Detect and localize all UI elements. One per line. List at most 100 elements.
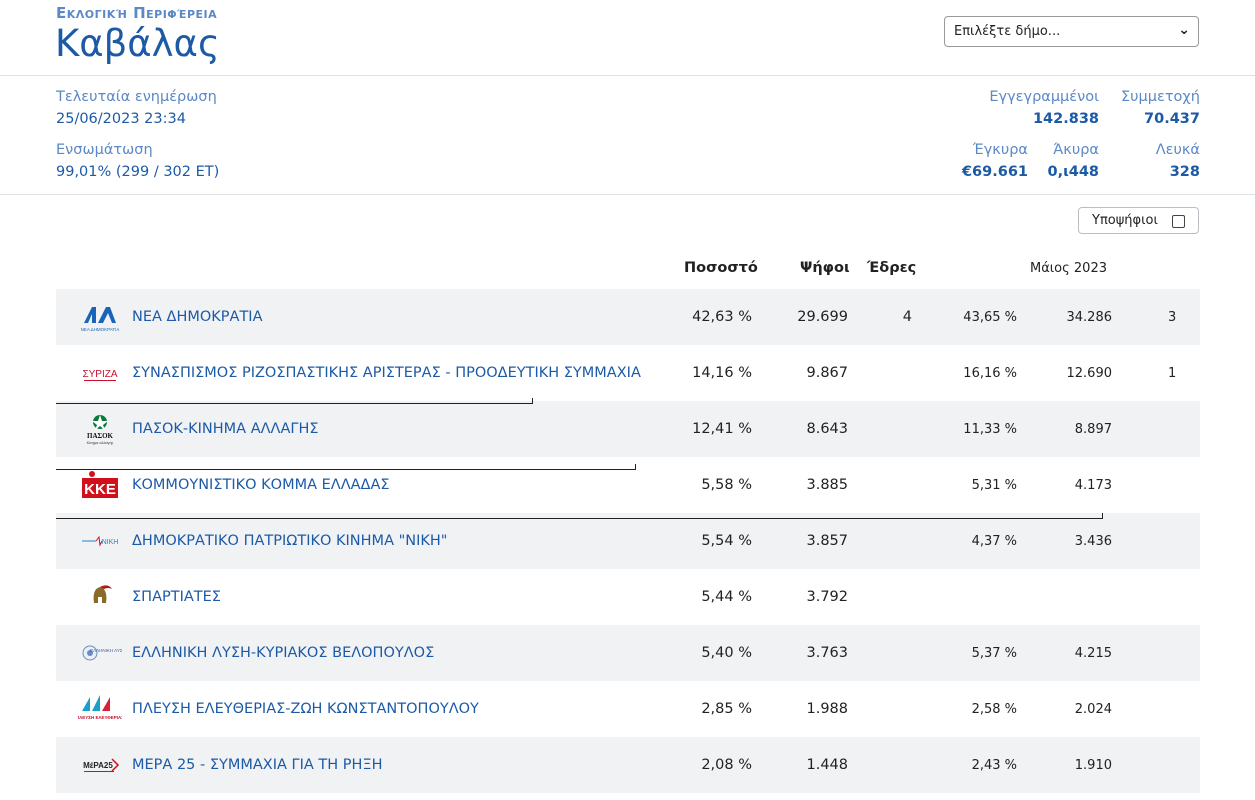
prev-percent-value: 11,33 % bbox=[963, 422, 1017, 437]
divider bbox=[0, 75, 1255, 76]
votes-value: 8.643 bbox=[806, 421, 848, 437]
votes-value: 3.857 bbox=[806, 533, 848, 549]
invalid-label: Άκυρα bbox=[1053, 142, 1099, 158]
divider bbox=[0, 194, 1255, 195]
svg-text:ΠΑΣΟΚ: ΠΑΣΟΚ bbox=[87, 432, 114, 440]
prev-votes-value: 3.436 bbox=[1074, 534, 1112, 549]
party-name-link[interactable]: ΝΕΑ ΔΗΜΟΚΡΑΤΙΑ bbox=[132, 309, 263, 325]
prev-votes-value: 4.173 bbox=[1074, 478, 1112, 493]
svg-text:Κίνημα αλλαγής: Κίνημα αλλαγής bbox=[87, 441, 114, 445]
niki-logo: ΝΙΚΗ bbox=[78, 525, 122, 557]
spartiates-logo bbox=[78, 581, 122, 613]
votes-value: 1.988 bbox=[806, 701, 848, 717]
table-row[interactable]: ΕΛΛΗΝΙΚΗ ΛΥΣΗ ΕΛΛΗΝΙΚΗ ΛΥΣΗ-ΚΥΡΙΑΚΟΣ ΒΕΛΟ… bbox=[56, 625, 1200, 681]
svg-text:ΠΛΕΥΣΗ ΕΛΕΥΘΕΡΙΑΣ: ΠΛΕΥΣΗ ΕΛΕΥΘΕΡΙΑΣ bbox=[78, 715, 122, 720]
prev-percent-value: 43,65 % bbox=[963, 310, 1017, 325]
votes-value: 3.885 bbox=[806, 477, 848, 493]
svg-text:ΚΚΕ: ΚΚΕ bbox=[84, 481, 116, 498]
prev-votes-value: 8.897 bbox=[1074, 422, 1112, 437]
turnout-label: Συμμετοχή bbox=[1120, 89, 1200, 105]
prev-percent-value: 2,58 % bbox=[971, 702, 1017, 717]
votes-value: 9.867 bbox=[806, 365, 848, 381]
valid-label: Έγκυρα bbox=[972, 142, 1028, 158]
registered-value: 142.838 bbox=[1032, 111, 1099, 127]
table-row[interactable]: ΝΙΚΗ ΔΗΜΟΚΡΑΤΙΚΟ ΠΑΤΡΙΩΤΙΚΟ ΚΙΝΗΜΑ "ΝΙΚΗ"… bbox=[56, 513, 1200, 569]
percent-value: 2,85 % bbox=[701, 701, 752, 717]
candidates-checkbox[interactable] bbox=[1172, 215, 1185, 228]
party-name-link[interactable]: ΜΕΡΑ 25 - ΣΥΜΜΑΧΙΑ ΓΙΑ ΤΗ ΡΗΞΗ bbox=[132, 757, 383, 773]
header-votes: Ψήφοι bbox=[800, 260, 850, 276]
seats-value: 4 bbox=[902, 309, 912, 325]
blank-label: Λευκά bbox=[1155, 142, 1200, 158]
municipality-select-value: Επιλέξτε δήμο... bbox=[954, 24, 1061, 39]
percent-value: 5,54 % bbox=[701, 533, 752, 549]
party-name-link[interactable]: ΣΠΑΡΤΙΑΤΕΣ bbox=[132, 589, 221, 605]
registered-label: Εγγεγραμμένοι bbox=[989, 89, 1099, 105]
prev-votes-value: 2.024 bbox=[1074, 702, 1112, 717]
party-name-link[interactable]: ΣΥΝΑΣΠΙΣΜΟΣ ΡΙΖΟΣΠΑΣΤΙΚΗΣ ΑΡΙΣΤΕΡΑΣ - ΠΡ… bbox=[132, 365, 641, 381]
mera25-logo: ΜέΡΑ25 bbox=[78, 749, 122, 781]
table-row[interactable]: ΣΥΡΙΖΑ ΣΥΝΑΣΠΙΣΜΟΣ ΡΙΖΟΣΠΑΣΤΙΚΗΣ ΑΡΙΣΤΕΡΑ… bbox=[56, 345, 1200, 401]
prev-percent-value: 5,37 % bbox=[971, 646, 1017, 661]
connector-line bbox=[56, 398, 533, 404]
integration-value: 99,01% (299 / 302 ΕΤ) bbox=[56, 164, 220, 180]
header-percent: Ποσοστό bbox=[684, 260, 758, 276]
percent-value: 2,08 % bbox=[701, 757, 752, 773]
votes-value: 3.792 bbox=[806, 589, 848, 605]
plefsi-logo: ΠΛΕΥΣΗ ΕΛΕΥΘΕΡΙΑΣ bbox=[76, 693, 124, 725]
kke-logo: ΚΚΕ bbox=[78, 469, 122, 501]
percent-value: 14,16 % bbox=[692, 365, 752, 381]
party-name-link[interactable]: ΠΑΣΟΚ-ΚΙΝΗΜΑ ΑΛΛΑΓΗΣ bbox=[132, 421, 319, 437]
svg-text:ΝΙΚΗ: ΝΙΚΗ bbox=[102, 539, 119, 546]
connector-line bbox=[56, 464, 636, 470]
prev-votes-value: 4.215 bbox=[1074, 646, 1112, 661]
prev-percent-value: 16,16 % bbox=[963, 366, 1017, 381]
prev-seats-value: 1 bbox=[1168, 366, 1177, 381]
party-name-link[interactable]: ΔΗΜΟΚΡΑΤΙΚΟ ΠΑΤΡΙΩΤΙΚΟ ΚΙΝΗΜΑ "ΝΙΚΗ" bbox=[132, 533, 448, 549]
table-row[interactable]: ΜέΡΑ25 ΜΕΡΑ 25 - ΣΥΜΜΑΧΙΑ ΓΙΑ ΤΗ ΡΗΞΗ 2,08… bbox=[56, 737, 1200, 793]
table-row[interactable]: ΚΚΕ ΚΟΜΜΟΥΝΙΣΤΙΚΟ ΚΟΜΜΑ ΕΛΛΑΔΑΣ 5,58 % 3.88… bbox=[56, 457, 1200, 513]
prev-seats-value: 3 bbox=[1168, 310, 1177, 325]
svg-text:ΜέΡΑ25: ΜέΡΑ25 bbox=[83, 761, 113, 770]
region-kicker: Εκλογική Περιφέρεια bbox=[56, 4, 218, 22]
percent-value: 5,40 % bbox=[701, 645, 752, 661]
valid-value: €69.661 bbox=[961, 164, 1028, 180]
percent-value: 5,44 % bbox=[701, 589, 752, 605]
municipality-select[interactable]: Επιλέξτε δήμο... ⌄ bbox=[944, 16, 1199, 47]
table-row[interactable]: ΠΑΣΟΚ Κίνημα αλλαγής ΠΑΣΟΚ-ΚΙΝΗΜΑ ΑΛΛΑΓΗΣ 1… bbox=[56, 401, 1200, 457]
svg-text:ΕΛΛΗΝΙΚΗ ΛΥΣΗ: ΕΛΛΗΝΙΚΗ ΛΥΣΗ bbox=[90, 648, 122, 653]
blank-value: 328 bbox=[1169, 164, 1200, 180]
connector-line bbox=[56, 513, 1103, 519]
votes-value: 3.763 bbox=[806, 645, 848, 661]
table-row[interactable]: ΝΕΑ ΔΗΜΟΚΡΑΤΙΑ ΝΕΑ ΔΗΜΟΚΡΑΤΙΑ 42,63 % 29.69… bbox=[56, 289, 1200, 345]
turnout-value: 70.437 bbox=[1144, 111, 1200, 127]
prev-percent-value: 5,31 % bbox=[971, 478, 1017, 493]
party-name-link[interactable]: ΠΛΕΥΣΗ ΕΛΕΥΘΕΡΙΑΣ-ΖΩΗ ΚΩΝΣΤΑΝΤΟΠΟΥΛΟΥ bbox=[132, 701, 479, 717]
svg-text:ΝΕΑ ΔΗΜΟΚΡΑΤΙΑ: ΝΕΑ ΔΗΜΟΚΡΑΤΙΑ bbox=[81, 327, 120, 332]
invalid-value: 0,ι448 bbox=[1047, 164, 1099, 180]
last-update-label: Τελευταία ενημέρωση bbox=[56, 89, 217, 105]
prev-percent-value: 2,43 % bbox=[971, 758, 1017, 773]
header-prev-election: Μάιος 2023 bbox=[1030, 261, 1107, 276]
candidates-toggle-label: Υποψήφιοι bbox=[1092, 213, 1158, 228]
svg-text:ΣΥΡΙΖΑ: ΣΥΡΙΖΑ bbox=[82, 369, 117, 380]
prev-votes-value: 34.286 bbox=[1066, 310, 1113, 325]
votes-value: 29.699 bbox=[797, 309, 848, 325]
prev-votes-value: 12.690 bbox=[1066, 366, 1113, 381]
page-title: Καβάλας bbox=[55, 22, 220, 65]
percent-value: 5,58 % bbox=[701, 477, 752, 493]
candidates-toggle[interactable]: Υποψήφιοι bbox=[1078, 207, 1199, 234]
percent-value: 12,41 % bbox=[692, 421, 752, 437]
header-seats: Έδρες bbox=[867, 260, 917, 276]
party-name-link[interactable]: ΕΛΛΗΝΙΚΗ ΛΥΣΗ-ΚΥΡΙΑΚΟΣ ΒΕΛΟΠΟΥΛΟΣ bbox=[132, 645, 435, 661]
party-name-link[interactable]: ΚΟΜΜΟΥΝΙΣΤΙΚΟ ΚΟΜΜΑ ΕΛΛΑΔΑΣ bbox=[132, 477, 390, 493]
syriza-logo: ΣΥΡΙΖΑ bbox=[78, 357, 122, 389]
votes-value: 1.448 bbox=[806, 757, 848, 773]
last-update-value: 25/06/2023 23:34 bbox=[56, 111, 186, 127]
pasok-logo: ΠΑΣΟΚ Κίνημα αλλαγής bbox=[78, 413, 122, 445]
table-row[interactable]: ΣΠΑΡΤΙΑΤΕΣ 5,44 % 3.792 bbox=[56, 569, 1200, 625]
table-row[interactable]: ΠΛΕΥΣΗ ΕΛΕΥΘΕΡΙΑΣ ΠΛΕΥΣΗ ΕΛΕΥΘΕΡΙΑΣ-ΖΩΗ Κ… bbox=[56, 681, 1200, 737]
integration-label: Ενσωμάτωση bbox=[56, 142, 153, 158]
percent-value: 42,63 % bbox=[692, 309, 752, 325]
elliniki-lysi-logo: ΕΛΛΗΝΙΚΗ ΛΥΣΗ bbox=[78, 637, 126, 669]
